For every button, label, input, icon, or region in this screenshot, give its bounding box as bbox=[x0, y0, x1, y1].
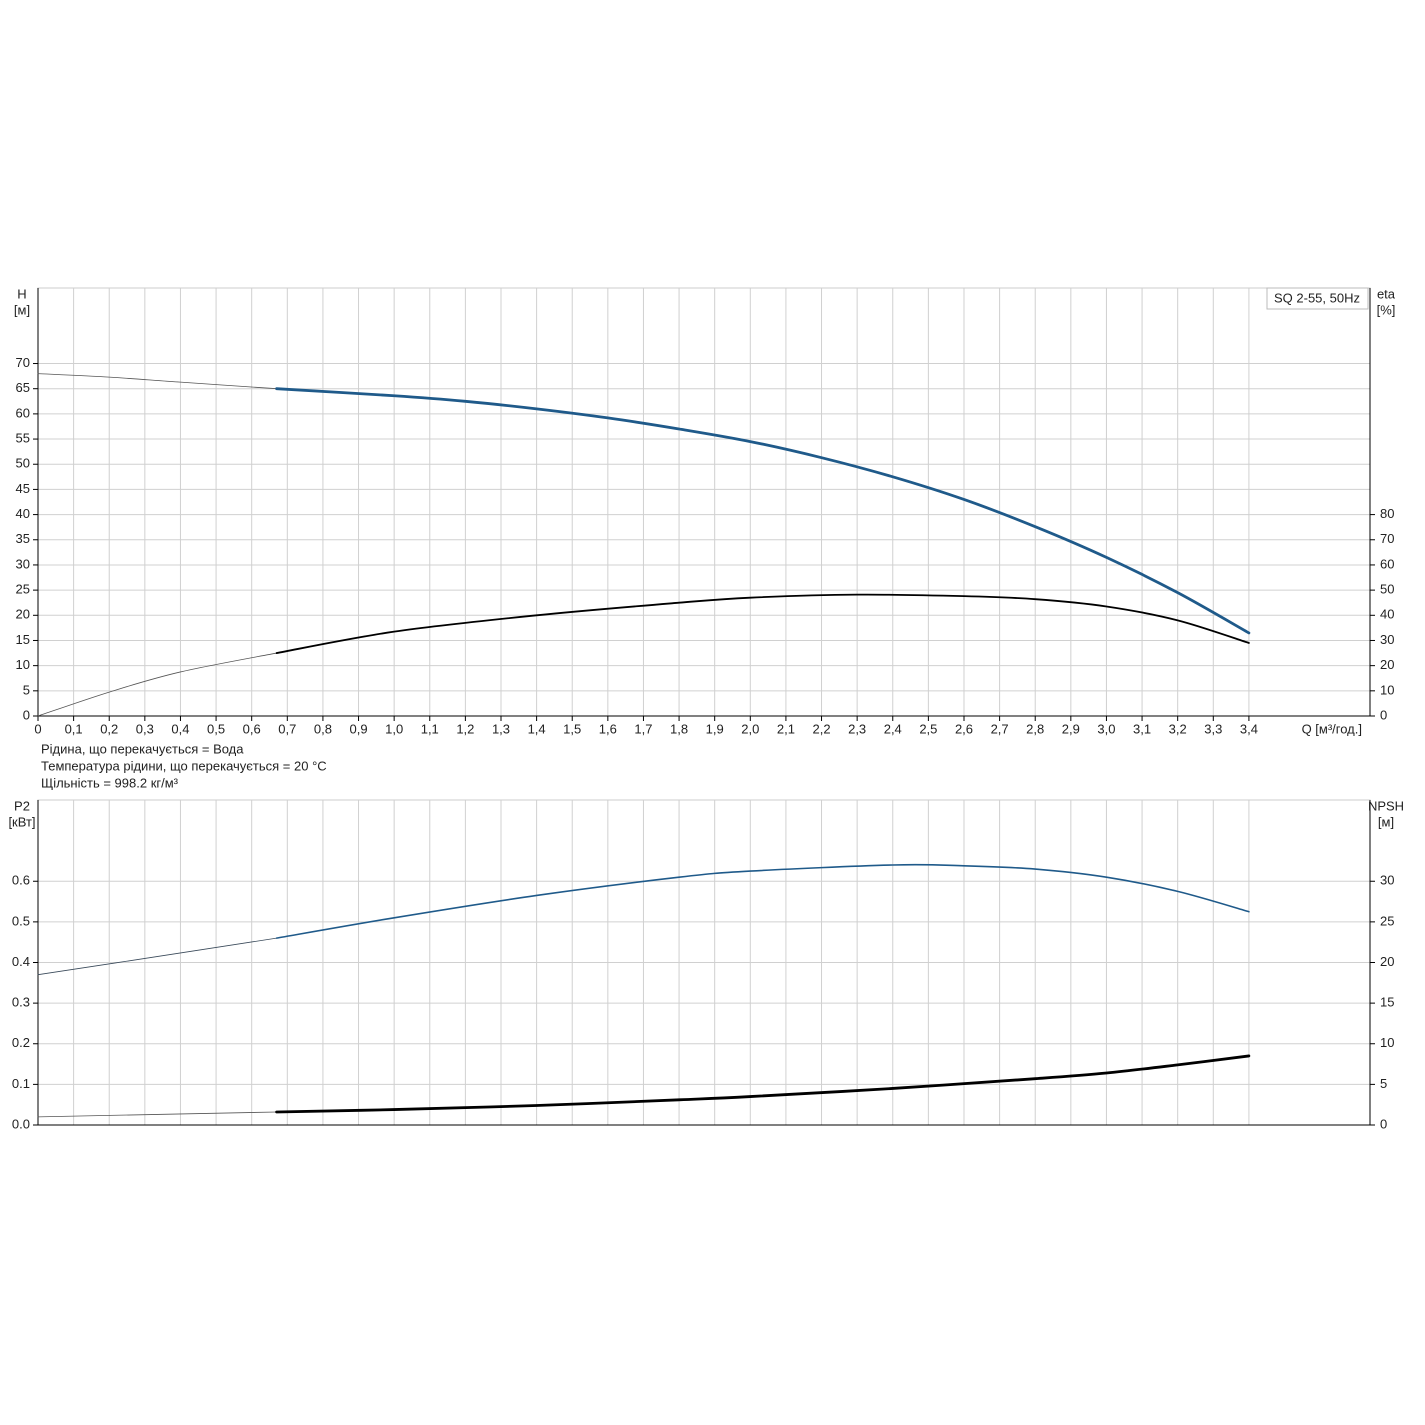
y2-label: eta bbox=[1377, 286, 1396, 301]
x-tick-label: 1,6 bbox=[599, 721, 617, 736]
x-tick-label: 3,3 bbox=[1204, 721, 1222, 736]
curve bbox=[275, 1054, 1251, 1114]
y-tick-label: 55 bbox=[16, 430, 30, 445]
y-tick-label: 40 bbox=[16, 506, 30, 521]
x-tick-label: 0,6 bbox=[243, 721, 261, 736]
x-tick-label: 2,5 bbox=[919, 721, 937, 736]
y-tick-label: 0.6 bbox=[12, 873, 30, 888]
x-tick-label: 1,8 bbox=[670, 721, 688, 736]
y2-tick-label: 60 bbox=[1380, 556, 1394, 571]
x-tick-label: 2,8 bbox=[1026, 721, 1044, 736]
curve bbox=[37, 1111, 278, 1118]
x-tick-label: 0,8 bbox=[314, 721, 332, 736]
y2-unit: [м] bbox=[1378, 814, 1394, 829]
y-tick-label: 60 bbox=[16, 405, 30, 420]
y-tick-label: 65 bbox=[16, 380, 30, 395]
curve bbox=[275, 863, 1250, 939]
x-tick-label: 2,0 bbox=[741, 721, 759, 736]
x-tick-label: 0,4 bbox=[171, 721, 189, 736]
y-tick-label: 30 bbox=[16, 556, 30, 571]
x-tick-label: 3,4 bbox=[1240, 721, 1258, 736]
y2-tick-label: 15 bbox=[1380, 995, 1394, 1010]
curve bbox=[275, 593, 1250, 654]
y2-tick-label: 80 bbox=[1380, 506, 1394, 521]
y2-tick-label: 5 bbox=[1380, 1076, 1387, 1091]
y-tick-label: 70 bbox=[16, 355, 30, 370]
y-unit: [кВт] bbox=[8, 814, 35, 829]
y-tick-label: 0.1 bbox=[12, 1076, 30, 1091]
x-tick-label: 2,2 bbox=[812, 721, 830, 736]
y-tick-label: 0.4 bbox=[12, 954, 30, 969]
x-tick-label: 0,5 bbox=[207, 721, 225, 736]
x-tick-label: 0,9 bbox=[349, 721, 367, 736]
x-tick-label: 2,9 bbox=[1062, 721, 1080, 736]
plot-frame bbox=[37, 287, 1371, 717]
curve bbox=[37, 652, 278, 717]
y-tick-label: 45 bbox=[16, 481, 30, 496]
note: Щільність = 998.2 кг/м³ bbox=[41, 775, 179, 790]
y-tick-label: 15 bbox=[16, 632, 30, 647]
y2-tick-label: 20 bbox=[1380, 657, 1394, 672]
y2-tick-label: 20 bbox=[1380, 954, 1394, 969]
y2-tick-label: 50 bbox=[1380, 582, 1394, 597]
y2-tick-label: 40 bbox=[1380, 607, 1394, 622]
x-tick-label: 0,7 bbox=[278, 721, 296, 736]
y2-tick-label: 30 bbox=[1380, 632, 1394, 647]
curve bbox=[275, 387, 1251, 635]
x-tick-label: 1,0 bbox=[385, 721, 403, 736]
x-tick-label: 2,3 bbox=[848, 721, 866, 736]
y-tick-label: 5 bbox=[23, 682, 30, 697]
x-tick-label: 1,7 bbox=[634, 721, 652, 736]
legend-box bbox=[1266, 287, 1369, 310]
x-tick-label: 3,2 bbox=[1169, 721, 1187, 736]
y2-tick-label: 0 bbox=[1380, 1116, 1387, 1131]
x-label: Q [м³/год.] bbox=[1302, 721, 1362, 736]
y2-tick-label: 25 bbox=[1380, 913, 1394, 928]
curve bbox=[37, 373, 278, 390]
x-tick-label: 0,3 bbox=[136, 721, 154, 736]
y2-tick-label: 70 bbox=[1380, 531, 1394, 546]
y-tick-label: 0 bbox=[23, 707, 30, 722]
y2-tick-label: 10 bbox=[1380, 1035, 1394, 1050]
y-label: H bbox=[17, 286, 26, 301]
x-tick-label: 2,7 bbox=[991, 721, 1009, 736]
note: Температура рідини, що перекачується = 2… bbox=[41, 758, 327, 773]
y2-unit: [%] bbox=[1377, 302, 1396, 317]
y2-tick-label: 10 bbox=[1380, 682, 1394, 697]
x-tick-label: 1,9 bbox=[706, 721, 724, 736]
y-tick-label: 20 bbox=[16, 607, 30, 622]
x-tick-label: 0,1 bbox=[65, 721, 83, 736]
x-tick-label: 0 bbox=[34, 721, 41, 736]
y-tick-label: 10 bbox=[16, 657, 30, 672]
y2-tick-label: 30 bbox=[1380, 873, 1394, 888]
x-tick-label: 2,4 bbox=[884, 721, 902, 736]
y-tick-label: 25 bbox=[16, 582, 30, 597]
y-tick-label: 0.5 bbox=[12, 913, 30, 928]
y-tick-label: 35 bbox=[16, 531, 30, 546]
x-tick-label: 3,1 bbox=[1133, 721, 1151, 736]
note: Рідина, що перекачується = Вода bbox=[41, 741, 244, 756]
x-tick-label: 2,1 bbox=[777, 721, 795, 736]
y-tick-label: 0.3 bbox=[12, 995, 30, 1010]
x-tick-label: 3,0 bbox=[1097, 721, 1115, 736]
x-tick-label: 0,2 bbox=[100, 721, 118, 736]
x-tick-label: 1,2 bbox=[456, 721, 474, 736]
x-tick-label: 1,1 bbox=[421, 721, 439, 736]
y-tick-label: 0.2 bbox=[12, 1035, 30, 1050]
y-unit: [м] bbox=[14, 302, 30, 317]
curve bbox=[37, 937, 278, 976]
y-label: P2 bbox=[14, 798, 30, 813]
x-tick-label: 1,3 bbox=[492, 721, 510, 736]
y-tick-label: 50 bbox=[16, 456, 30, 471]
y-tick-label: 0.0 bbox=[12, 1116, 30, 1131]
x-tick-label: 1,5 bbox=[563, 721, 581, 736]
y2-tick-label: 0 bbox=[1380, 707, 1387, 722]
chart-title: SQ 2-55, 50Hz bbox=[1274, 290, 1360, 305]
y2-label: NPSH bbox=[1368, 798, 1404, 813]
x-tick-label: 1,4 bbox=[528, 721, 546, 736]
x-tick-label: 2,6 bbox=[955, 721, 973, 736]
